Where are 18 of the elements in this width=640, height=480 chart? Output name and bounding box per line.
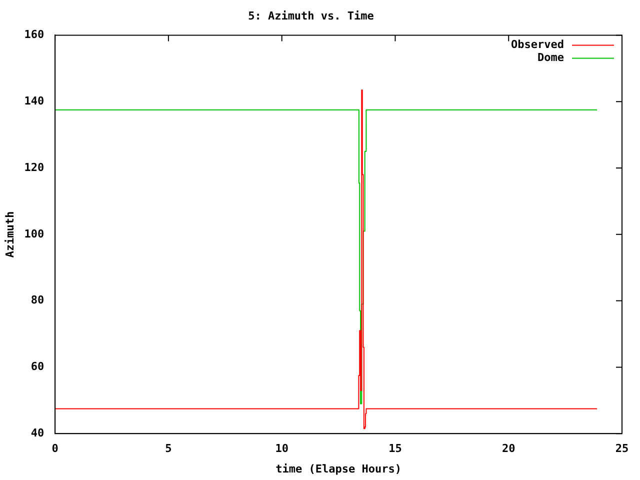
x-tick-label: 25 [615, 442, 629, 456]
y-axis-title: Azimuth [3, 211, 16, 258]
y-tick-label: 60 [30, 360, 44, 374]
legend-label: Observed [511, 38, 564, 52]
x-axis-title: time (Elapse Hours) [276, 462, 402, 476]
x-tick-label: 5 [165, 442, 172, 456]
y-tick-label: 140 [24, 94, 44, 108]
legend-label: Dome [538, 51, 564, 64]
x-tick-label: 10 [275, 442, 288, 456]
y-tick-label: 100 [24, 227, 44, 240]
y-tick-label: 80 [30, 294, 44, 307]
x-tick-label: 0 [52, 442, 58, 456]
y-tick-label: 160 [24, 28, 44, 42]
chart-title: 5: Azimuth vs. Time [248, 9, 374, 22]
y-tick-label: 120 [24, 160, 44, 174]
y-tick-label: 40 [30, 426, 44, 440]
x-tick-label: 20 [502, 442, 516, 456]
x-tick-label: 15 [388, 442, 402, 456]
